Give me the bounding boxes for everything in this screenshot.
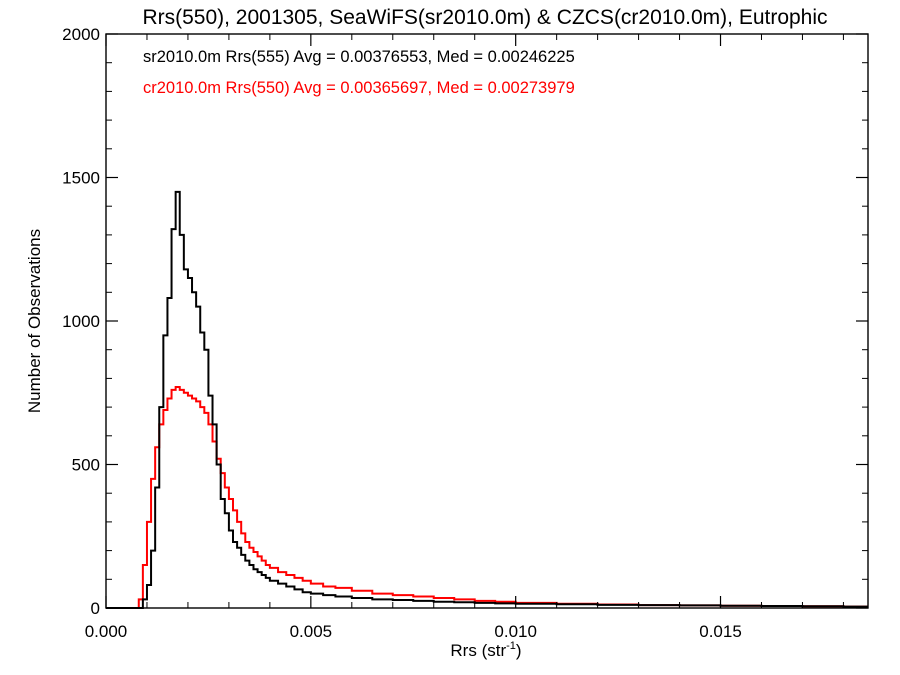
y-axis-label: Number of Observations [25, 229, 44, 413]
series-layer [106, 190, 868, 609]
series-line-0 [106, 190, 868, 609]
x-axis-label-superscript: -1 [506, 640, 516, 652]
y-tick-label: 0 [91, 599, 100, 618]
series-line-1 [106, 386, 868, 609]
x-axis: 0.000 0.005 0.010 0.015 [85, 34, 844, 641]
x-axis-label-main: Rrs (str [450, 641, 506, 660]
plot-frame [105, 33, 869, 609]
x-tick-label: 0.005 [290, 622, 333, 641]
legend-entry-red: cr2010.0m Rrs(550) Avg = 0.00365697, Med… [143, 79, 575, 97]
y-tick-label: 1000 [62, 312, 100, 331]
x-tick-label: 0.015 [699, 622, 742, 641]
x-axis-label-suffix: ) [516, 641, 522, 660]
y-axis: 0 500 1000 1500 2000 [62, 25, 868, 618]
x-tick-label: 0.000 [85, 622, 128, 641]
y-tick-label: 1500 [62, 169, 100, 188]
legend-entry-black: sr2010.0m Rrs(555) Avg = 0.00376553, Med… [143, 48, 575, 66]
chart-title: Rrs(550), 2001305, SeaWiFS(sr2010.0m) & … [142, 6, 827, 29]
y-tick-label: 500 [72, 456, 100, 475]
y-tick-label: 2000 [62, 25, 100, 44]
x-axis-label: Rrs (str-1) [450, 640, 521, 660]
x-tick-label: 0.010 [494, 622, 537, 641]
